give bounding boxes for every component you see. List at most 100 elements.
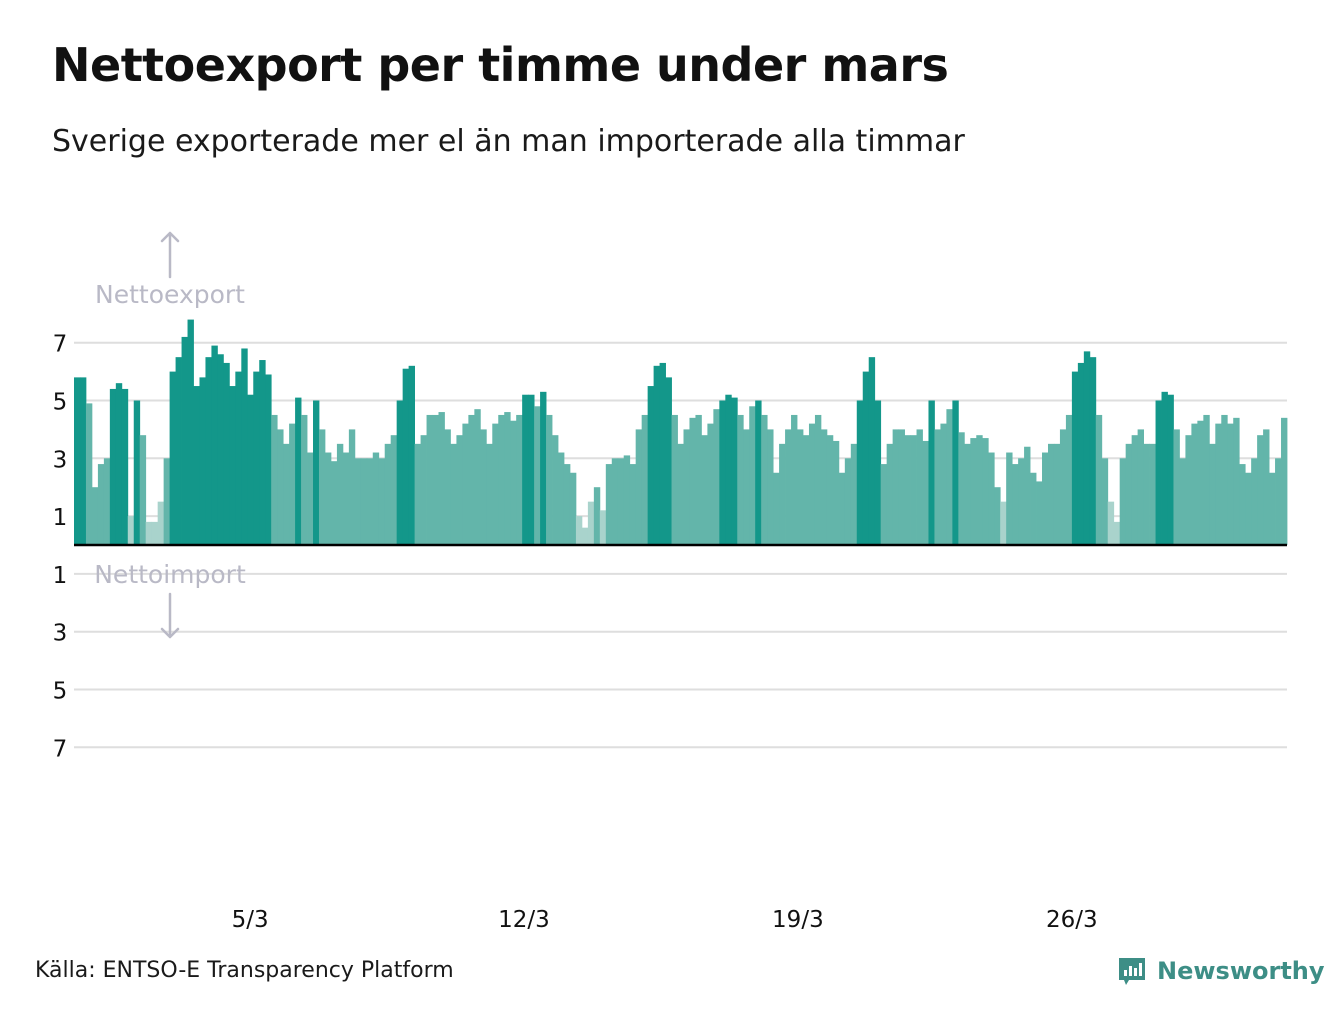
bar xyxy=(540,391,547,545)
bar xyxy=(259,360,266,545)
chart-subtitle: Sverige exporterade mer el än man import… xyxy=(52,124,965,159)
brand-name: Newsworthy xyxy=(1157,957,1325,985)
bar xyxy=(575,516,583,545)
bar xyxy=(767,429,774,545)
bar xyxy=(563,464,571,545)
bar xyxy=(241,348,248,545)
annotation-nettoexport: Nettoexport xyxy=(95,280,245,309)
bar xyxy=(1239,464,1246,545)
bar xyxy=(1251,458,1258,545)
bar xyxy=(1215,423,1222,545)
bar xyxy=(940,423,947,545)
bar xyxy=(1000,501,1007,545)
bar xyxy=(641,414,649,545)
bar xyxy=(313,400,320,545)
bar xyxy=(396,400,404,545)
bar xyxy=(372,452,380,545)
bar xyxy=(1185,435,1192,545)
bar xyxy=(163,458,171,545)
bar xyxy=(737,414,744,545)
bar xyxy=(910,435,917,545)
bar xyxy=(115,383,123,545)
bar xyxy=(384,443,392,545)
bar xyxy=(271,414,278,545)
bar xyxy=(1018,458,1025,545)
bar xyxy=(414,443,421,545)
bar xyxy=(749,406,756,545)
bar xyxy=(486,443,493,545)
bar xyxy=(342,452,350,545)
bar xyxy=(677,443,684,545)
bar xyxy=(653,365,660,545)
bar xyxy=(1024,446,1031,545)
bar xyxy=(964,443,971,545)
bar xyxy=(719,400,726,545)
bar xyxy=(569,472,577,545)
bar xyxy=(1006,452,1013,545)
bar xyxy=(1161,391,1168,545)
bar xyxy=(295,397,302,545)
bar xyxy=(205,357,212,545)
bar xyxy=(498,414,505,545)
y-tick-label: 3 xyxy=(53,621,68,647)
bar xyxy=(988,452,995,545)
bar-series xyxy=(74,319,1288,545)
bar xyxy=(211,345,218,545)
bar xyxy=(617,458,625,545)
bar xyxy=(1113,521,1121,545)
y-tick-label: 1 xyxy=(53,505,68,531)
bar xyxy=(552,435,559,545)
bar xyxy=(611,458,619,545)
bar xyxy=(348,429,356,545)
bar xyxy=(121,388,129,545)
bar xyxy=(868,357,876,545)
bar xyxy=(629,464,637,545)
bar xyxy=(528,394,535,545)
x-tick-label: 12/3 xyxy=(498,907,550,933)
bar xyxy=(994,487,1001,545)
bar xyxy=(731,397,738,545)
bar xyxy=(151,521,159,545)
bar xyxy=(510,420,517,545)
x-tick-label: 26/3 xyxy=(1046,907,1098,933)
bar xyxy=(725,394,732,545)
bar xyxy=(253,371,260,545)
bar xyxy=(193,386,200,545)
x-tick-label: 19/3 xyxy=(772,907,824,933)
bar xyxy=(456,435,463,545)
bar xyxy=(1119,458,1127,545)
bar xyxy=(832,440,840,545)
bar xyxy=(779,443,786,545)
bar xyxy=(438,412,445,545)
bar xyxy=(880,464,888,545)
bar xyxy=(886,443,894,545)
bar xyxy=(1221,414,1228,545)
bar xyxy=(1233,417,1240,545)
bar xyxy=(360,458,368,545)
bar xyxy=(707,423,714,545)
bar xyxy=(324,452,332,545)
bar xyxy=(976,435,983,545)
bar xyxy=(761,414,768,545)
bar xyxy=(139,435,147,545)
bar xyxy=(1197,420,1204,545)
bar xyxy=(103,458,111,545)
bar xyxy=(862,371,870,545)
bar xyxy=(1155,400,1162,545)
bar xyxy=(1125,443,1133,545)
bar xyxy=(916,429,923,545)
brand-logo: Newsworthy xyxy=(1117,953,1325,989)
export-annotation: Nettoexport xyxy=(95,231,245,309)
bar xyxy=(175,357,182,545)
arrow-up-icon xyxy=(160,231,180,279)
bar xyxy=(683,429,690,545)
bar xyxy=(1077,362,1085,545)
arrow-down-icon xyxy=(160,592,180,639)
bar xyxy=(671,414,678,545)
bar xyxy=(1263,429,1270,545)
bar xyxy=(1071,371,1079,545)
bar xyxy=(402,368,410,545)
bar xyxy=(1012,464,1019,545)
bar xyxy=(922,440,929,545)
bar xyxy=(1083,351,1091,545)
